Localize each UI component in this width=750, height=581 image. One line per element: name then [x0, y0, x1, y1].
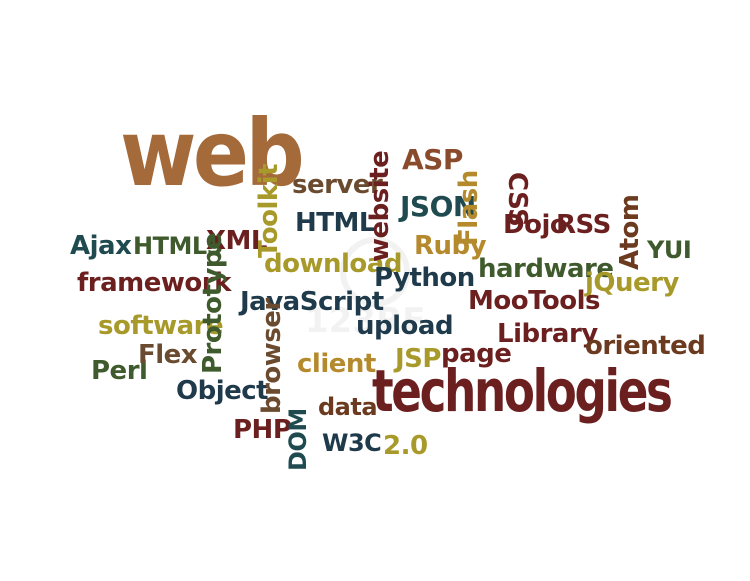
word-framework: framework: [77, 268, 231, 298]
word-python: Python: [374, 263, 475, 293]
word-web: web: [120, 100, 305, 207]
word-mootools: MooTools: [468, 286, 601, 316]
word-technologies: technologies: [372, 357, 673, 425]
word-download: download: [264, 249, 402, 279]
word-w3c: W3C: [322, 429, 382, 457]
word-flash: Flash: [454, 170, 484, 246]
word-ajax: Ajax: [70, 231, 132, 261]
watermark-logo: 123RF: [305, 237, 425, 341]
word-upload: upload: [356, 311, 454, 341]
word-css: CSS: [502, 172, 532, 227]
word-2-0: 2.0: [383, 431, 428, 461]
word-object: Object: [176, 376, 269, 406]
word-jsp: JSP: [395, 344, 441, 374]
word-dom: DOM: [284, 408, 312, 471]
word-dojo: Dojo: [503, 210, 568, 240]
word-jquery: jQuery: [585, 268, 679, 298]
word-perl: Perl: [91, 356, 148, 386]
word-data: data: [318, 393, 378, 421]
word-hardware: hardware: [478, 254, 614, 284]
word-xml: XML: [206, 226, 268, 256]
word-flex: Flex: [138, 340, 198, 370]
word-javascript: JavaScript: [240, 287, 384, 317]
word-server: server: [292, 170, 383, 200]
word-client: client: [297, 349, 376, 379]
word-library: Library: [497, 319, 598, 349]
word-html5: HTML5: [133, 232, 223, 260]
word-php: PHP: [233, 415, 292, 445]
word-toolkit: Toolkit: [254, 163, 284, 258]
word-rss: RSS: [556, 210, 611, 240]
word-website: website: [365, 150, 395, 262]
word-prototype: Prototype: [198, 232, 228, 374]
word-html: HTML: [295, 208, 375, 238]
word-asp: ASP: [402, 143, 463, 176]
word-atom: Atom: [615, 194, 645, 270]
word-oriented: oriented: [585, 331, 706, 361]
word-yui: YUI: [647, 236, 692, 264]
word-browser: browser: [257, 298, 287, 414]
word-json: JSON: [400, 190, 476, 223]
word-ruby: Ruby: [414, 231, 487, 261]
svg-text:123RF: 123RF: [305, 301, 425, 341]
word-software: software: [98, 311, 224, 341]
word-page: page: [441, 339, 512, 369]
